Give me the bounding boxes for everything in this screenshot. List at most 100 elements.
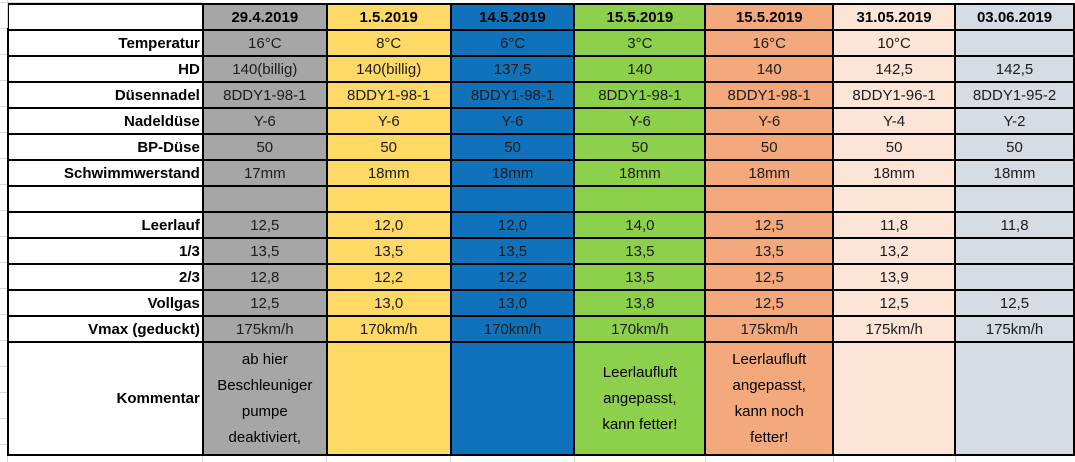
value-cell[interactable]: 8DDY1-95-2 xyxy=(954,81,1075,109)
value-cell[interactable]: 6°C xyxy=(449,29,576,57)
row-label[interactable]: Leerlauf xyxy=(7,211,204,239)
value-cell[interactable]: 12,5 xyxy=(832,289,957,317)
value-cell[interactable]: 13,5 xyxy=(573,263,707,291)
value-cell[interactable]: 18mm xyxy=(325,159,452,187)
value-cell[interactable]: 8DDY1-98-1 xyxy=(704,81,835,109)
value-cell[interactable]: 16°C xyxy=(201,29,328,57)
value-cell[interactable]: 13,2 xyxy=(832,237,957,265)
value-cell[interactable]: 50 xyxy=(325,133,452,161)
column-header-date[interactable]: 15.5.2019 xyxy=(704,3,835,31)
value-cell[interactable]: 8DDY1-98-1 xyxy=(449,81,576,109)
row-label[interactable]: BP-Düse xyxy=(7,133,204,161)
value-cell[interactable]: 8DDY1-98-1 xyxy=(573,81,707,109)
row-label[interactable]: Düsennadel xyxy=(7,81,204,109)
row-label[interactable] xyxy=(7,185,204,213)
value-cell[interactable] xyxy=(954,185,1075,213)
value-cell[interactable]: 13,0 xyxy=(325,289,452,317)
value-cell[interactable] xyxy=(201,185,328,213)
value-cell[interactable] xyxy=(573,185,707,213)
column-header-date[interactable]: 15.5.2019 xyxy=(573,3,707,31)
value-cell[interactable]: 50 xyxy=(449,133,576,161)
value-cell[interactable]: Y-6 xyxy=(704,107,835,135)
comment-cell[interactable] xyxy=(449,341,576,456)
value-cell[interactable]: 13,0 xyxy=(449,289,576,317)
value-cell[interactable]: 12,2 xyxy=(449,263,576,291)
comment-cell[interactable]: Leerlaufluft angepasst, kann fetter! xyxy=(573,341,707,456)
value-cell[interactable]: 11,8 xyxy=(954,211,1075,239)
value-cell[interactable]: 11,8 xyxy=(832,211,957,239)
value-cell[interactable]: 175km/h xyxy=(832,315,957,343)
comment-cell[interactable]: ab hier Beschleuniger pumpe deaktiviert, xyxy=(201,341,328,456)
column-header-date[interactable]: 29.4.2019 xyxy=(201,3,328,31)
value-cell[interactable]: 140(billig) xyxy=(201,55,328,83)
value-cell[interactable]: 50 xyxy=(704,133,835,161)
value-cell[interactable]: 140(billig) xyxy=(325,55,452,83)
value-cell[interactable]: 50 xyxy=(201,133,328,161)
value-cell[interactable] xyxy=(704,185,835,213)
value-cell[interactable]: 3°C xyxy=(573,29,707,57)
comment-cell[interactable]: Leerlaufluft angepasst, kann noch fetter… xyxy=(704,341,835,456)
row-label[interactable]: Schwimmwerstand xyxy=(7,159,204,187)
value-cell[interactable]: 8DDY1-96-1 xyxy=(832,81,957,109)
value-cell[interactable]: 50 xyxy=(954,133,1075,161)
value-cell[interactable]: 140 xyxy=(573,55,707,83)
value-cell[interactable]: 142,5 xyxy=(954,55,1075,83)
value-cell[interactable]: 18mm xyxy=(449,159,576,187)
value-cell[interactable]: 8DDY1-98-1 xyxy=(201,81,328,109)
value-cell[interactable]: 12,5 xyxy=(704,263,835,291)
value-cell[interactable]: Y-6 xyxy=(325,107,452,135)
value-cell[interactable]: 170km/h xyxy=(325,315,452,343)
value-cell[interactable]: 8DDY1-98-1 xyxy=(325,81,452,109)
value-cell[interactable]: 170km/h xyxy=(449,315,576,343)
value-cell[interactable]: 175km/h xyxy=(704,315,835,343)
value-cell[interactable]: 16°C xyxy=(704,29,835,57)
value-cell[interactable] xyxy=(954,263,1075,291)
value-cell[interactable] xyxy=(954,29,1075,57)
value-cell[interactable]: 18mm xyxy=(954,159,1075,187)
comment-cell[interactable] xyxy=(954,341,1075,456)
row-label[interactable]: Vollgas xyxy=(7,289,204,317)
value-cell[interactable]: 140 xyxy=(704,55,835,83)
value-cell[interactable]: 12,0 xyxy=(449,211,576,239)
column-header-date[interactable]: 14.5.2019 xyxy=(449,3,576,31)
row-label[interactable]: HD xyxy=(7,55,204,83)
row-label[interactable]: Nadeldüse xyxy=(7,107,204,135)
value-cell[interactable] xyxy=(449,185,576,213)
value-cell[interactable] xyxy=(954,237,1075,265)
row-label[interactable]: Kommentar xyxy=(7,341,204,456)
value-cell[interactable]: Y-4 xyxy=(832,107,957,135)
value-cell[interactable]: 13,9 xyxy=(832,263,957,291)
value-cell[interactable]: 13,5 xyxy=(201,237,328,265)
value-cell[interactable]: 12,5 xyxy=(704,211,835,239)
row-label[interactable]: 1/3 xyxy=(7,237,204,265)
value-cell[interactable]: Y-6 xyxy=(201,107,328,135)
value-cell[interactable]: 12,2 xyxy=(325,263,452,291)
value-cell[interactable]: Y-2 xyxy=(954,107,1075,135)
row-label[interactable]: 2/3 xyxy=(7,263,204,291)
value-cell[interactable]: 175km/h xyxy=(954,315,1075,343)
value-cell[interactable]: 12,5 xyxy=(201,289,328,317)
value-cell[interactable]: 12,8 xyxy=(201,263,328,291)
value-cell[interactable]: 170km/h xyxy=(573,315,707,343)
row-label[interactable]: Vmax (geduckt) xyxy=(7,315,204,343)
value-cell[interactable]: 13,5 xyxy=(573,237,707,265)
value-cell[interactable]: 18mm xyxy=(704,159,835,187)
value-cell[interactable]: 13,8 xyxy=(573,289,707,317)
value-cell[interactable]: Y-6 xyxy=(573,107,707,135)
value-cell[interactable]: 175km/h xyxy=(201,315,328,343)
column-header-date[interactable]: 03.06.2019 xyxy=(954,3,1075,31)
column-header-date[interactable]: 31.05.2019 xyxy=(832,3,957,31)
value-cell[interactable]: 12,5 xyxy=(201,211,328,239)
value-cell[interactable]: 14,0 xyxy=(573,211,707,239)
row-label[interactable]: Temperatur xyxy=(7,29,204,57)
value-cell[interactable]: 13,5 xyxy=(704,237,835,265)
comment-cell[interactable] xyxy=(832,341,957,456)
value-cell[interactable]: 13,5 xyxy=(325,237,452,265)
value-cell[interactable]: 137,5 xyxy=(449,55,576,83)
value-cell[interactable]: 18mm xyxy=(573,159,707,187)
value-cell[interactable]: 13,5 xyxy=(449,237,576,265)
value-cell[interactable]: 50 xyxy=(832,133,957,161)
value-cell[interactable]: 12,5 xyxy=(954,289,1075,317)
value-cell[interactable]: 12,0 xyxy=(325,211,452,239)
value-cell[interactable]: 17mm xyxy=(201,159,328,187)
